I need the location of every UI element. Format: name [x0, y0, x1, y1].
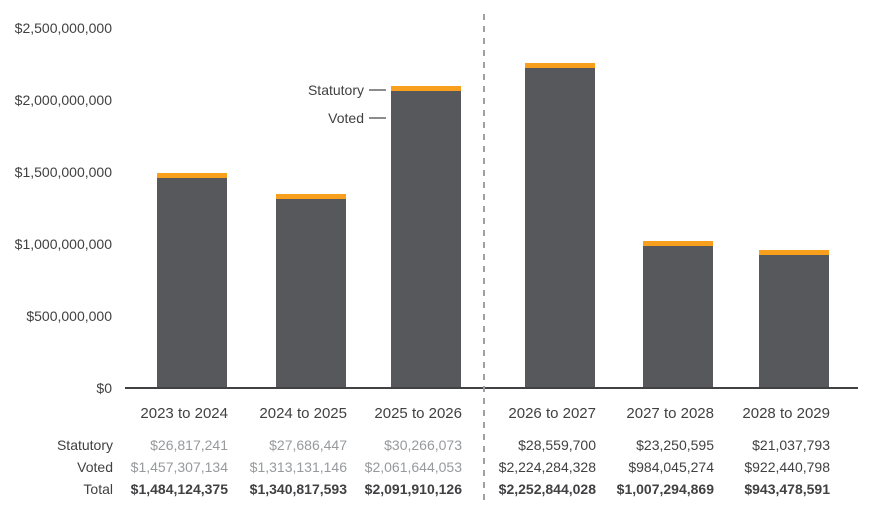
bar-2027-to-2028 [643, 241, 713, 388]
y-tick-label: $500,000,000 [26, 308, 112, 324]
bar-segment-statutory [525, 62, 595, 68]
table-row-label-total: Total [83, 481, 113, 497]
forecast-divider-line [483, 14, 485, 500]
x-axis-label: 2026 to 2027 [508, 405, 596, 422]
table-cell-voted: $984,045,274 [628, 459, 714, 475]
x-axis-label: 2023 to 2024 [140, 405, 228, 422]
bar-segment-voted [391, 91, 461, 388]
bar-segment-voted [157, 178, 227, 388]
table-cell-voted: $1,313,131,146 [249, 459, 347, 475]
table-cell-voted: $1,457,307,134 [130, 459, 228, 475]
table-cell-statutory: $28,559,700 [518, 437, 596, 453]
table-cell-voted: $922,440,798 [744, 459, 830, 475]
bar-segment-voted [276, 198, 346, 388]
table-row-label-statutory: Statutory [56, 437, 113, 453]
bar-2028-to-2029 [759, 250, 829, 388]
table-cell-total: $2,091,910,126 [364, 481, 462, 497]
table-cell-total: $943,478,591 [744, 481, 830, 497]
y-tick-label: $1,000,000,000 [14, 236, 112, 252]
legend-voted-label: Voted [328, 110, 364, 126]
table-cell-statutory: $27,686,447 [269, 437, 347, 453]
table-cell-statutory: $23,250,595 [636, 437, 714, 453]
bar-segment-statutory [276, 193, 346, 199]
table-cell-statutory: $26,817,241 [150, 437, 228, 453]
legend-statutory-label: Statutory [307, 82, 364, 98]
y-tick-label: $0 [96, 380, 112, 396]
bar-2025-to-2026 [391, 86, 461, 388]
bar-segment-voted [643, 246, 713, 388]
table-cell-voted: $2,061,644,053 [364, 459, 462, 475]
bar-2024-to-2025 [276, 193, 346, 388]
bar-2023-to-2024 [157, 173, 227, 388]
y-tick-label: $1,500,000,000 [14, 164, 112, 180]
table-cell-total: $1,007,294,869 [616, 481, 714, 497]
table-row-label-voted: Voted [77, 459, 113, 475]
bar-segment-statutory [157, 173, 227, 179]
table-cell-statutory: $30,266,073 [384, 437, 462, 453]
bar-segment-statutory [643, 241, 713, 247]
table-cell-total: $1,340,817,593 [249, 481, 347, 497]
y-tick-label: $2,500,000,000 [14, 20, 112, 36]
x-axis-label: 2028 to 2029 [742, 405, 830, 422]
legend-statutory-line [369, 89, 386, 91]
bar-segment-voted [759, 255, 829, 388]
x-axis-label: 2025 to 2026 [374, 405, 462, 422]
table-cell-total: $2,252,844,028 [498, 481, 596, 497]
x-axis-label: 2027 to 2028 [626, 405, 714, 422]
table-cell-total: $1,484,124,375 [130, 481, 228, 497]
x-axis-line [125, 387, 858, 389]
y-tick-label: $2,000,000,000 [14, 92, 112, 108]
table-cell-statutory: $21,037,793 [752, 437, 830, 453]
bar-segment-statutory [391, 86, 461, 92]
x-axis-label: 2024 to 2025 [259, 405, 347, 422]
bar-2026-to-2027 [525, 62, 595, 388]
table-cell-voted: $2,224,284,328 [498, 459, 596, 475]
bar-segment-statutory [759, 250, 829, 256]
legend-voted-line [369, 117, 386, 119]
bar-segment-voted [525, 67, 595, 388]
